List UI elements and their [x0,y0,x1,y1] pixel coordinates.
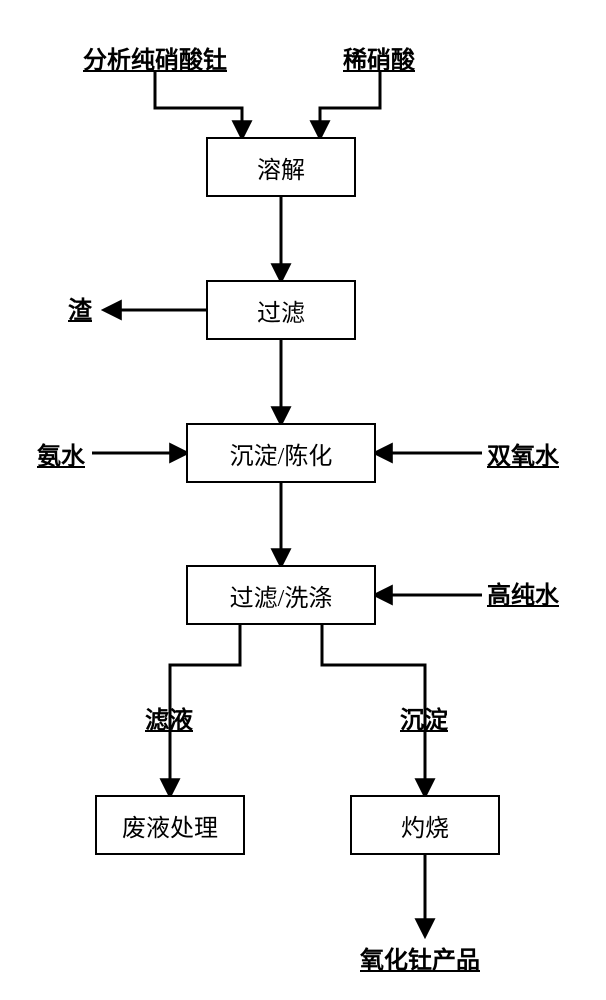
label-product: 氧化钍产品 [360,940,480,975]
node-filter1: 过滤 [206,280,356,340]
node-waste: 废液处理 [95,795,245,855]
node-burn: 灼烧 [350,795,500,855]
label-in-acid: 稀硝酸 [343,40,415,75]
node-precip-label: 沉淀/陈化 [230,436,333,471]
label-ammonia: 氨水 [37,436,85,471]
node-filter2-label: 过滤/洗涤 [230,578,333,613]
arrow-in_nitrate_down [155,72,242,137]
node-dissolve-label: 溶解 [257,150,305,185]
label-peroxide: 双氧水 [487,436,559,471]
arrow-in_acid_down [320,72,380,137]
node-waste-label: 废液处理 [122,808,218,843]
label-precipitate: 沉淀 [400,700,448,735]
node-filter1-label: 过滤 [257,293,305,328]
label-residue: 渣 [68,290,92,325]
node-dissolve: 溶解 [206,137,356,197]
node-filter2: 过滤/洗涤 [186,565,376,625]
label-purewater: 高纯水 [487,575,559,610]
node-burn-label: 灼烧 [401,808,449,843]
node-precip: 沉淀/陈化 [186,423,376,483]
label-in-nitrate: 分析纯硝酸钍 [83,40,227,75]
label-filtrate: 滤液 [145,700,193,735]
